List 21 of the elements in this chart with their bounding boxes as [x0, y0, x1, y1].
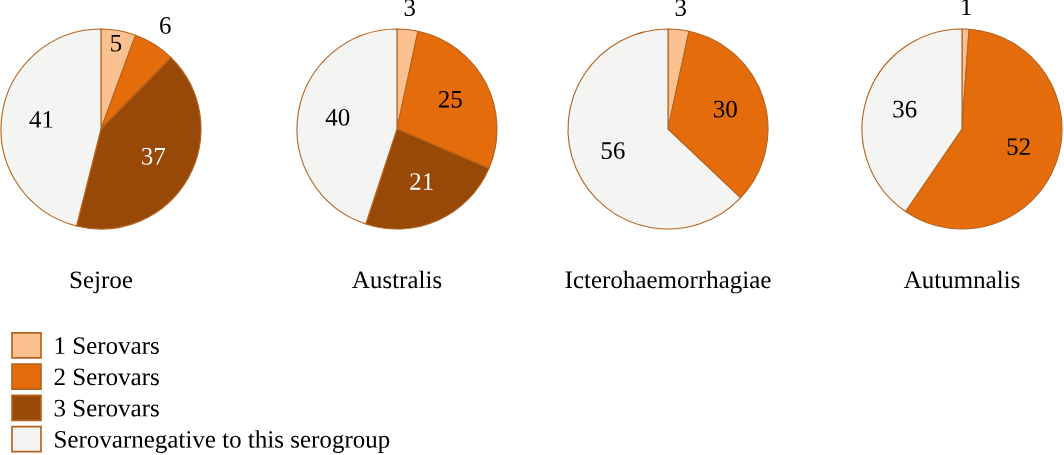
- data-label: 56: [601, 142, 625, 159]
- data-label: 5: [111, 34, 122, 52]
- legend-label: 2 Serovars: [54, 368, 159, 386]
- data-label: 3: [675, 0, 686, 16]
- data-label: 6: [160, 17, 171, 34]
- data-label: 40: [325, 108, 350, 126]
- text: Autumnalis: [903, 270, 1020, 289]
- legend-label: 1 Serovars: [55, 337, 159, 355]
- legend-label: Serovarnegative to this serogroup: [55, 430, 390, 453]
- text: Sejroe: [70, 271, 133, 294]
- data-label: 3: [404, 0, 415, 16]
- data-label: 41: [29, 111, 53, 128]
- data-label: 52: [1007, 138, 1030, 155]
- data-label: 21: [410, 173, 433, 190]
- legend-label: 3 Serovars: [54, 399, 159, 417]
- text: Icterohaemorrhagiae: [565, 270, 771, 294]
- data-label: 36: [893, 100, 917, 118]
- data-label: 30: [714, 100, 737, 118]
- text: Australis: [352, 270, 442, 289]
- data-label: 25: [438, 90, 462, 108]
- data-label: 37: [142, 147, 166, 165]
